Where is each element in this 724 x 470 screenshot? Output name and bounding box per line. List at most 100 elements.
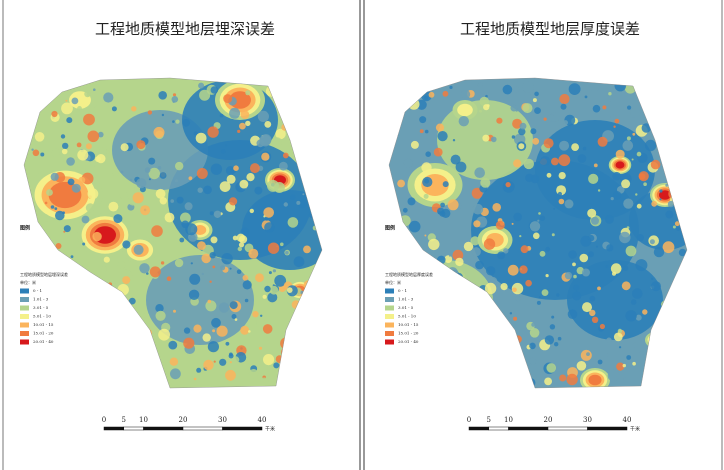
detail bbox=[103, 256, 110, 263]
detail bbox=[207, 299, 212, 304]
detail bbox=[619, 231, 631, 244]
detail bbox=[609, 99, 612, 102]
detail bbox=[239, 122, 246, 130]
detail bbox=[403, 158, 413, 168]
detail bbox=[554, 342, 559, 347]
scale-label: 30 bbox=[218, 416, 227, 424]
detail bbox=[470, 236, 480, 246]
detail bbox=[153, 126, 165, 138]
detail bbox=[161, 113, 165, 117]
detail bbox=[249, 208, 254, 214]
detail bbox=[71, 97, 79, 105]
detail bbox=[254, 186, 263, 195]
detail bbox=[512, 118, 523, 129]
detail bbox=[132, 192, 144, 204]
detail bbox=[551, 157, 559, 166]
detail bbox=[55, 210, 65, 221]
detail bbox=[50, 205, 55, 209]
detail bbox=[424, 234, 427, 237]
detail bbox=[51, 110, 58, 118]
legend-label: 3.01 - 5 bbox=[33, 305, 49, 310]
detail bbox=[139, 263, 150, 274]
detail bbox=[559, 93, 570, 105]
detail bbox=[54, 207, 58, 211]
detail bbox=[248, 330, 251, 333]
detail bbox=[512, 287, 517, 293]
detail bbox=[196, 168, 208, 179]
scale-label: 0 bbox=[102, 416, 106, 424]
detail bbox=[203, 185, 212, 195]
detail bbox=[425, 151, 431, 157]
detail bbox=[108, 201, 119, 212]
detail bbox=[627, 105, 632, 110]
detail bbox=[274, 274, 287, 287]
detail bbox=[197, 241, 206, 251]
detail bbox=[477, 82, 483, 88]
detail bbox=[613, 125, 616, 128]
detail bbox=[164, 212, 175, 223]
scale-label: 20 bbox=[544, 416, 553, 424]
detail bbox=[474, 167, 485, 178]
detail bbox=[610, 263, 622, 274]
detail bbox=[636, 203, 642, 209]
detail bbox=[82, 242, 86, 246]
detail bbox=[219, 181, 231, 193]
detail bbox=[531, 322, 536, 327]
detail bbox=[545, 246, 551, 252]
detail bbox=[122, 276, 131, 285]
detail bbox=[234, 318, 238, 321]
scale-seg bbox=[547, 426, 588, 431]
detail bbox=[198, 82, 205, 89]
detail bbox=[280, 242, 284, 247]
detail bbox=[635, 259, 648, 272]
detail bbox=[553, 207, 556, 210]
detail bbox=[475, 260, 484, 270]
detail bbox=[78, 176, 86, 184]
detail bbox=[259, 134, 271, 147]
detail bbox=[547, 114, 555, 123]
detail bbox=[397, 179, 405, 188]
detail bbox=[546, 363, 556, 373]
detail bbox=[273, 362, 280, 369]
detail bbox=[279, 327, 283, 331]
detail bbox=[143, 312, 150, 319]
detail bbox=[113, 282, 116, 285]
detail bbox=[502, 84, 513, 95]
detail bbox=[641, 123, 651, 133]
detail bbox=[183, 337, 195, 349]
detail bbox=[149, 266, 161, 278]
detail bbox=[98, 131, 104, 138]
detail bbox=[46, 189, 53, 196]
detail bbox=[605, 265, 609, 268]
detail bbox=[148, 167, 160, 180]
detail bbox=[257, 110, 269, 122]
detail bbox=[519, 265, 528, 274]
detail bbox=[41, 214, 50, 222]
detail bbox=[615, 149, 625, 159]
detail bbox=[437, 211, 441, 215]
detail bbox=[283, 202, 288, 207]
detail bbox=[532, 98, 537, 103]
detail bbox=[129, 178, 133, 181]
detail bbox=[263, 207, 275, 218]
legend-label: 1.01 - 3 bbox=[33, 297, 49, 302]
detail bbox=[597, 286, 601, 291]
detail bbox=[92, 231, 102, 242]
detail bbox=[60, 134, 66, 139]
detail bbox=[573, 284, 580, 291]
detail bbox=[486, 266, 496, 276]
detail bbox=[226, 174, 236, 184]
detail bbox=[262, 294, 267, 299]
detail bbox=[201, 253, 211, 264]
detail bbox=[179, 237, 185, 243]
detail bbox=[233, 165, 239, 171]
detail bbox=[428, 238, 440, 251]
detail bbox=[173, 309, 176, 313]
detail bbox=[263, 215, 266, 218]
contour bbox=[457, 103, 473, 117]
scale-seg bbox=[222, 426, 263, 431]
detail bbox=[262, 324, 273, 334]
detail bbox=[486, 104, 490, 108]
detail bbox=[260, 314, 263, 317]
legend-label: 20.01 - 40 bbox=[398, 339, 419, 344]
